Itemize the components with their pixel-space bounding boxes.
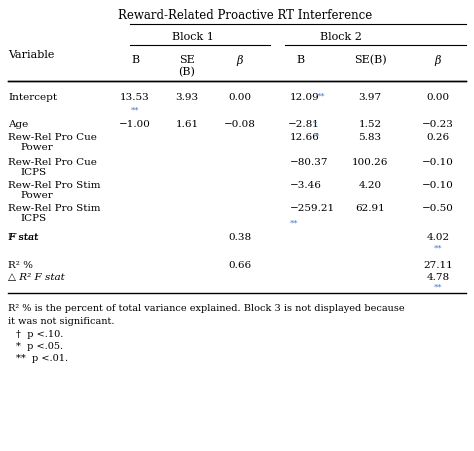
Text: 27.11: 27.11 xyxy=(423,260,453,269)
Text: 13.53: 13.53 xyxy=(120,93,150,102)
Text: **  p <.01.: ** p <.01. xyxy=(16,353,68,362)
Text: Power: Power xyxy=(20,143,53,152)
Text: −80.37: −80.37 xyxy=(290,158,328,166)
Text: −0.08: −0.08 xyxy=(224,120,256,129)
Text: B: B xyxy=(131,55,139,65)
Text: **: ** xyxy=(290,220,299,227)
Text: △ R² F stat: △ R² F stat xyxy=(8,272,65,281)
Text: Block 2: Block 2 xyxy=(320,32,362,42)
Text: it was not significant.: it was not significant. xyxy=(8,316,115,325)
Text: **: ** xyxy=(131,107,139,115)
Text: F stat: F stat xyxy=(8,232,38,241)
Text: 4.78: 4.78 xyxy=(427,272,449,281)
Text: 4.02: 4.02 xyxy=(427,232,449,241)
Text: Intercept: Intercept xyxy=(8,93,57,102)
Text: β: β xyxy=(435,55,441,66)
Text: −0.10: −0.10 xyxy=(422,158,454,166)
Text: **: ** xyxy=(317,93,326,101)
Text: ICPS: ICPS xyxy=(20,168,46,177)
Text: 12.66: 12.66 xyxy=(290,133,320,142)
Text: **: ** xyxy=(434,283,442,291)
Text: β: β xyxy=(237,55,243,66)
Text: B: B xyxy=(296,55,304,65)
Text: R² % is the percent of total variance explained. Block 3 is not displayed becaus: R² % is the percent of total variance ex… xyxy=(8,304,405,312)
Text: **: ** xyxy=(434,244,442,253)
Text: −2.81: −2.81 xyxy=(288,120,320,129)
Text: Rew-Rel Pro Cue: Rew-Rel Pro Cue xyxy=(8,133,97,142)
Text: 5.83: 5.83 xyxy=(358,133,382,142)
Text: 4.20: 4.20 xyxy=(358,180,382,189)
Text: 1.61: 1.61 xyxy=(175,120,199,129)
Text: 12.09: 12.09 xyxy=(290,93,320,102)
Text: †: † xyxy=(313,120,317,128)
Text: SE(B): SE(B) xyxy=(354,55,386,65)
Text: −0.23: −0.23 xyxy=(422,120,454,129)
Text: 3.93: 3.93 xyxy=(175,93,199,102)
Text: Rew-Rel Pro Stim: Rew-Rel Pro Stim xyxy=(8,203,100,212)
Text: 0.26: 0.26 xyxy=(427,133,449,142)
Text: *: * xyxy=(315,133,319,141)
Text: 0.00: 0.00 xyxy=(427,93,449,102)
Text: †  p <.10.: † p <.10. xyxy=(16,329,64,338)
Text: 1.52: 1.52 xyxy=(358,120,382,129)
Text: −0.10: −0.10 xyxy=(422,180,454,189)
Text: F stat: F stat xyxy=(8,232,38,241)
Text: Rew-Rel Pro Stim: Rew-Rel Pro Stim xyxy=(8,180,100,189)
Text: −3.46: −3.46 xyxy=(290,180,322,189)
Text: Age: Age xyxy=(8,120,28,129)
Text: Reward-Related Proactive RT Interference: Reward-Related Proactive RT Interference xyxy=(118,9,372,22)
Text: ICPS: ICPS xyxy=(20,213,46,222)
Text: *  p <.05.: * p <.05. xyxy=(16,341,63,350)
Text: −259.21: −259.21 xyxy=(290,203,335,212)
Text: R² %: R² % xyxy=(8,260,33,269)
Text: 100.26: 100.26 xyxy=(352,158,388,166)
Text: 62.91: 62.91 xyxy=(355,203,385,212)
Text: 0.00: 0.00 xyxy=(228,93,252,102)
Text: Power: Power xyxy=(20,191,53,199)
Text: −1.00: −1.00 xyxy=(119,120,151,129)
Text: 0.66: 0.66 xyxy=(228,260,252,269)
Text: −0.50: −0.50 xyxy=(422,203,454,212)
Text: Block 1: Block 1 xyxy=(172,32,214,42)
Text: 3.97: 3.97 xyxy=(358,93,382,102)
Text: SE
(B): SE (B) xyxy=(179,55,195,77)
Text: 0.38: 0.38 xyxy=(228,232,252,241)
Text: Rew-Rel Pro Cue: Rew-Rel Pro Cue xyxy=(8,158,97,166)
Text: Variable: Variable xyxy=(8,50,55,60)
